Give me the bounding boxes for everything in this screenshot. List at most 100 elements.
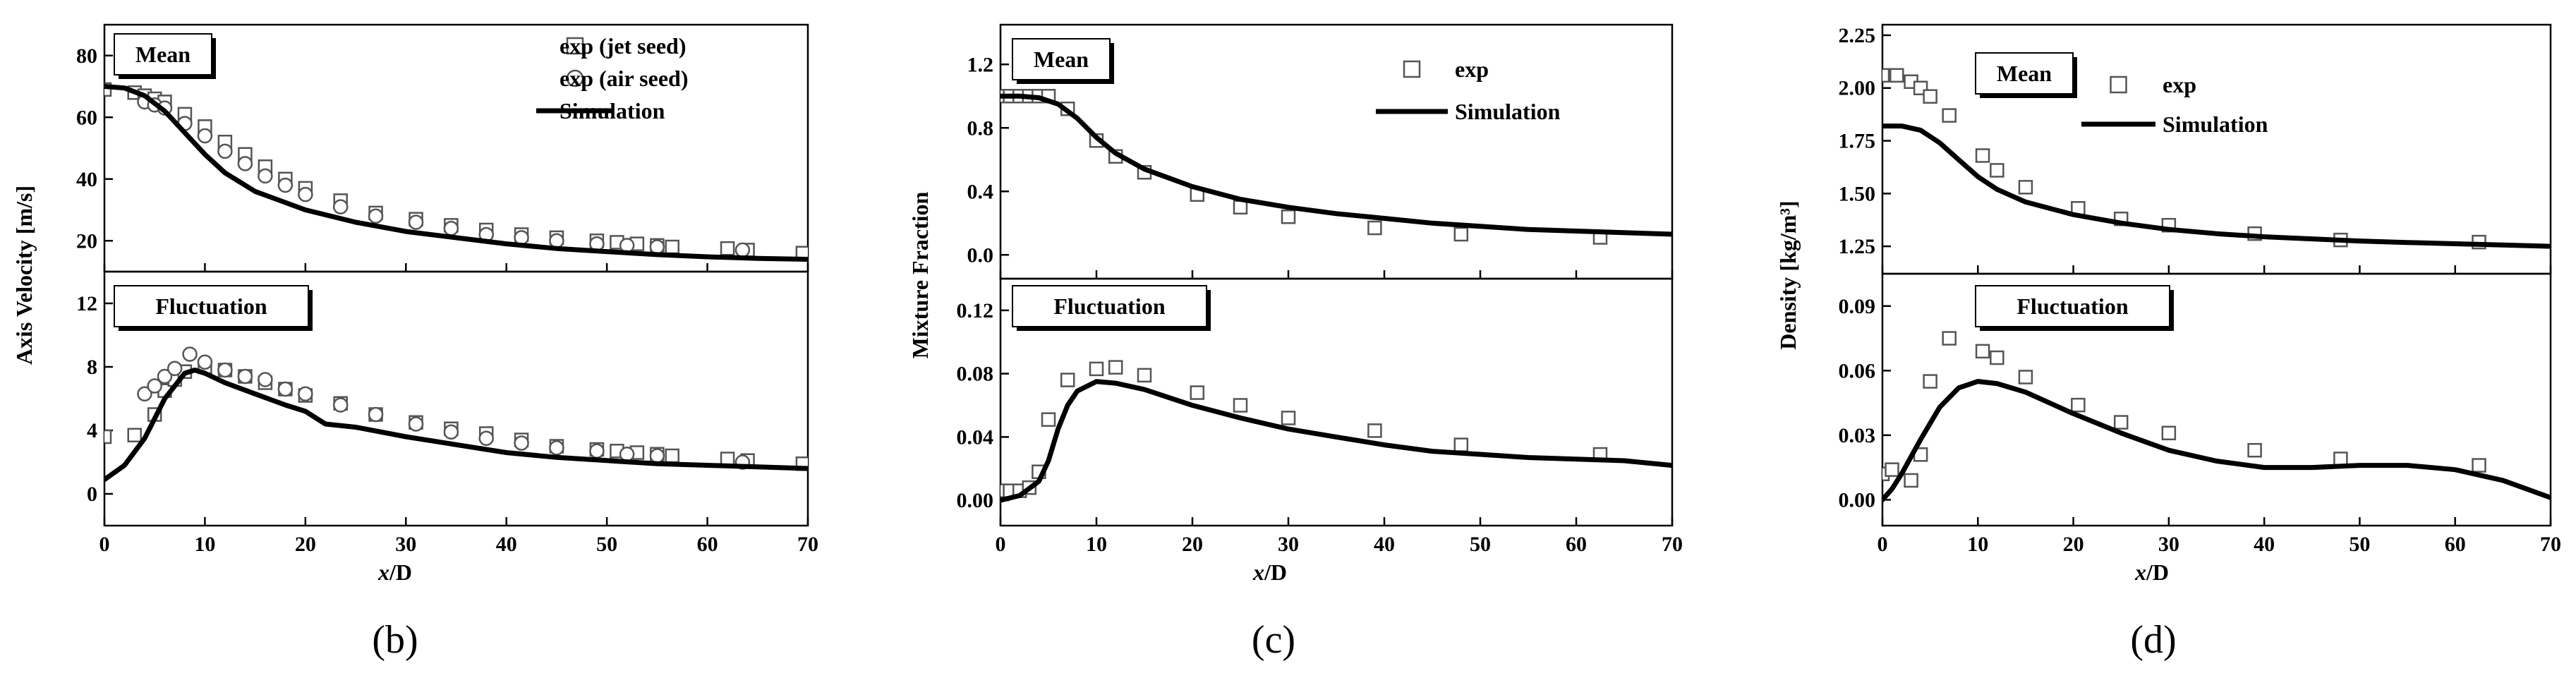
x-tick-label: 60 [2445,533,2466,556]
y-tick-label: 4 [87,419,97,442]
data-point-square [1233,200,1248,214]
x-tick-label: 50 [2349,533,2370,556]
legend-marker-square [1403,60,1421,78]
data-point-circle [237,156,253,171]
y-tick-label: 8 [87,356,97,379]
data-point-circle [147,378,162,394]
series-simulation [1000,379,1672,503]
legend-marker-square [566,37,584,55]
data-point-circle [258,372,273,387]
data-point-square [1990,163,2004,178]
data-point-circle [589,443,605,459]
legend-label: Simulation [560,98,665,123]
panel-label-d: (d) [2130,618,2176,662]
series-exp [1000,360,1608,498]
y-tick-label: 1.25 [1839,235,1876,258]
data-point-square [1882,68,1890,83]
data-point-square [1367,220,1382,236]
x-tick-label: 70 [797,533,818,556]
data-point-square [1041,412,1056,427]
data-point-square [1923,374,1937,389]
y-tick-label: 0.8 [967,116,994,140]
data-point-square [665,239,679,255]
y-tick-label: 0.12 [957,299,994,322]
data-point-circle [298,186,313,202]
data-point-circle [443,424,459,440]
series-exp-jet-seed- [104,359,808,471]
x-tick-label: 70 [2540,533,2561,556]
subplot-frame [103,270,809,527]
data-point-square [1975,344,1990,359]
data-point-circle [182,346,198,362]
data-point-square [1281,411,1296,425]
x-axis-label: x/D [1252,559,1287,585]
data-point-square [1990,350,2004,365]
data-point-circle [549,440,564,456]
subplot-label-mean: Mean [1034,47,1089,72]
data-point-square [2018,180,2033,195]
x-axis-label-italic: x [377,559,389,585]
data-point-square [1108,360,1123,375]
subplot-fluctuation: 0.00 0.04 0.08 0.12 0 10 20 30 40 50 60 70 Fluctuati… [957,277,1683,556]
data-point-circle [408,214,424,230]
chart-panel-c: 0.00.40.81.2 Mean expSimulation0.000.040.0… [907,23,1683,585]
data-point-square [2113,415,2129,430]
panel-label-b: (b) [372,618,418,662]
data-point-square [720,241,735,256]
x-axis-label: x/D [377,559,412,585]
data-point-square [665,448,679,464]
x-tick-label: 40 [2254,533,2275,556]
data-point-circle [167,361,183,376]
y-tick-label: 1.75 [1839,130,1876,153]
subplot-label-mean: Mean [135,42,191,67]
data-point-square [2018,370,2033,385]
x-tick-label: 60 [1566,533,1587,556]
data-point-circle [443,221,459,236]
y-tick-label: 2.00 [1839,77,1876,100]
x-tick-label: 0 [1877,533,1888,556]
x-tick-label: 10 [1086,533,1107,556]
data-point-square [1190,385,1205,400]
data-point-square [1885,462,1899,477]
x-axis-label-rest: /D [2146,559,2169,585]
series-simulation [1000,93,1672,237]
data-point-square [2247,442,2262,458]
series-exp-air-seed- [137,94,751,258]
data-point-square [1904,473,1918,488]
x-tick-label: 30 [2158,533,2179,556]
data-point-square [1942,331,1957,346]
y-tick-label: 40 [76,168,97,191]
data-point-square [1975,148,1990,163]
data-point-circle [258,168,273,184]
legend-label: Simulation [2163,111,2268,137]
data-point-square [2333,452,2348,466]
label-box [1975,52,2074,95]
subplot-label-mean: Mean [1997,61,2052,86]
y-tick-label: 0.0 [967,243,994,267]
y-tick-label: 0.09 [1839,295,1876,318]
y-tick-label: 0 [87,483,97,506]
y-tick-label: 0.08 [957,363,994,386]
data-point-circle [197,128,213,144]
y-tick-label: 1.50 [1839,182,1876,205]
simulation-line [1882,379,2551,502]
data-point-circle [649,239,665,255]
x-tick-label: 10 [194,533,215,556]
data-point-circle [277,381,294,397]
y-tick-label: 0.00 [957,489,994,512]
data-point-circle [137,386,152,401]
y-tick-label: 0.00 [1839,488,1876,512]
data-point-square [1453,437,1469,452]
simulation-line [104,84,808,262]
subplot-label-fluctuation: Fluctuation [2016,293,2128,319]
subplot-fluctuation: 0.00 0.03 0.06 0.09 0 10 20 30 40 50 60 70 Fluctuati… [1839,272,2561,556]
y-axis-label: Density [kg/m³] [1775,200,1801,349]
data-point-square [1060,373,1075,387]
legend-label: Simulation [1455,99,1561,124]
data-point-square [1367,423,1382,438]
simulation-line [104,368,808,483]
x-tick-label: 70 [1662,533,1683,556]
data-point-circle [514,435,529,451]
x-axis-label-rest: /D [389,559,412,585]
data-point-circle [157,368,173,385]
